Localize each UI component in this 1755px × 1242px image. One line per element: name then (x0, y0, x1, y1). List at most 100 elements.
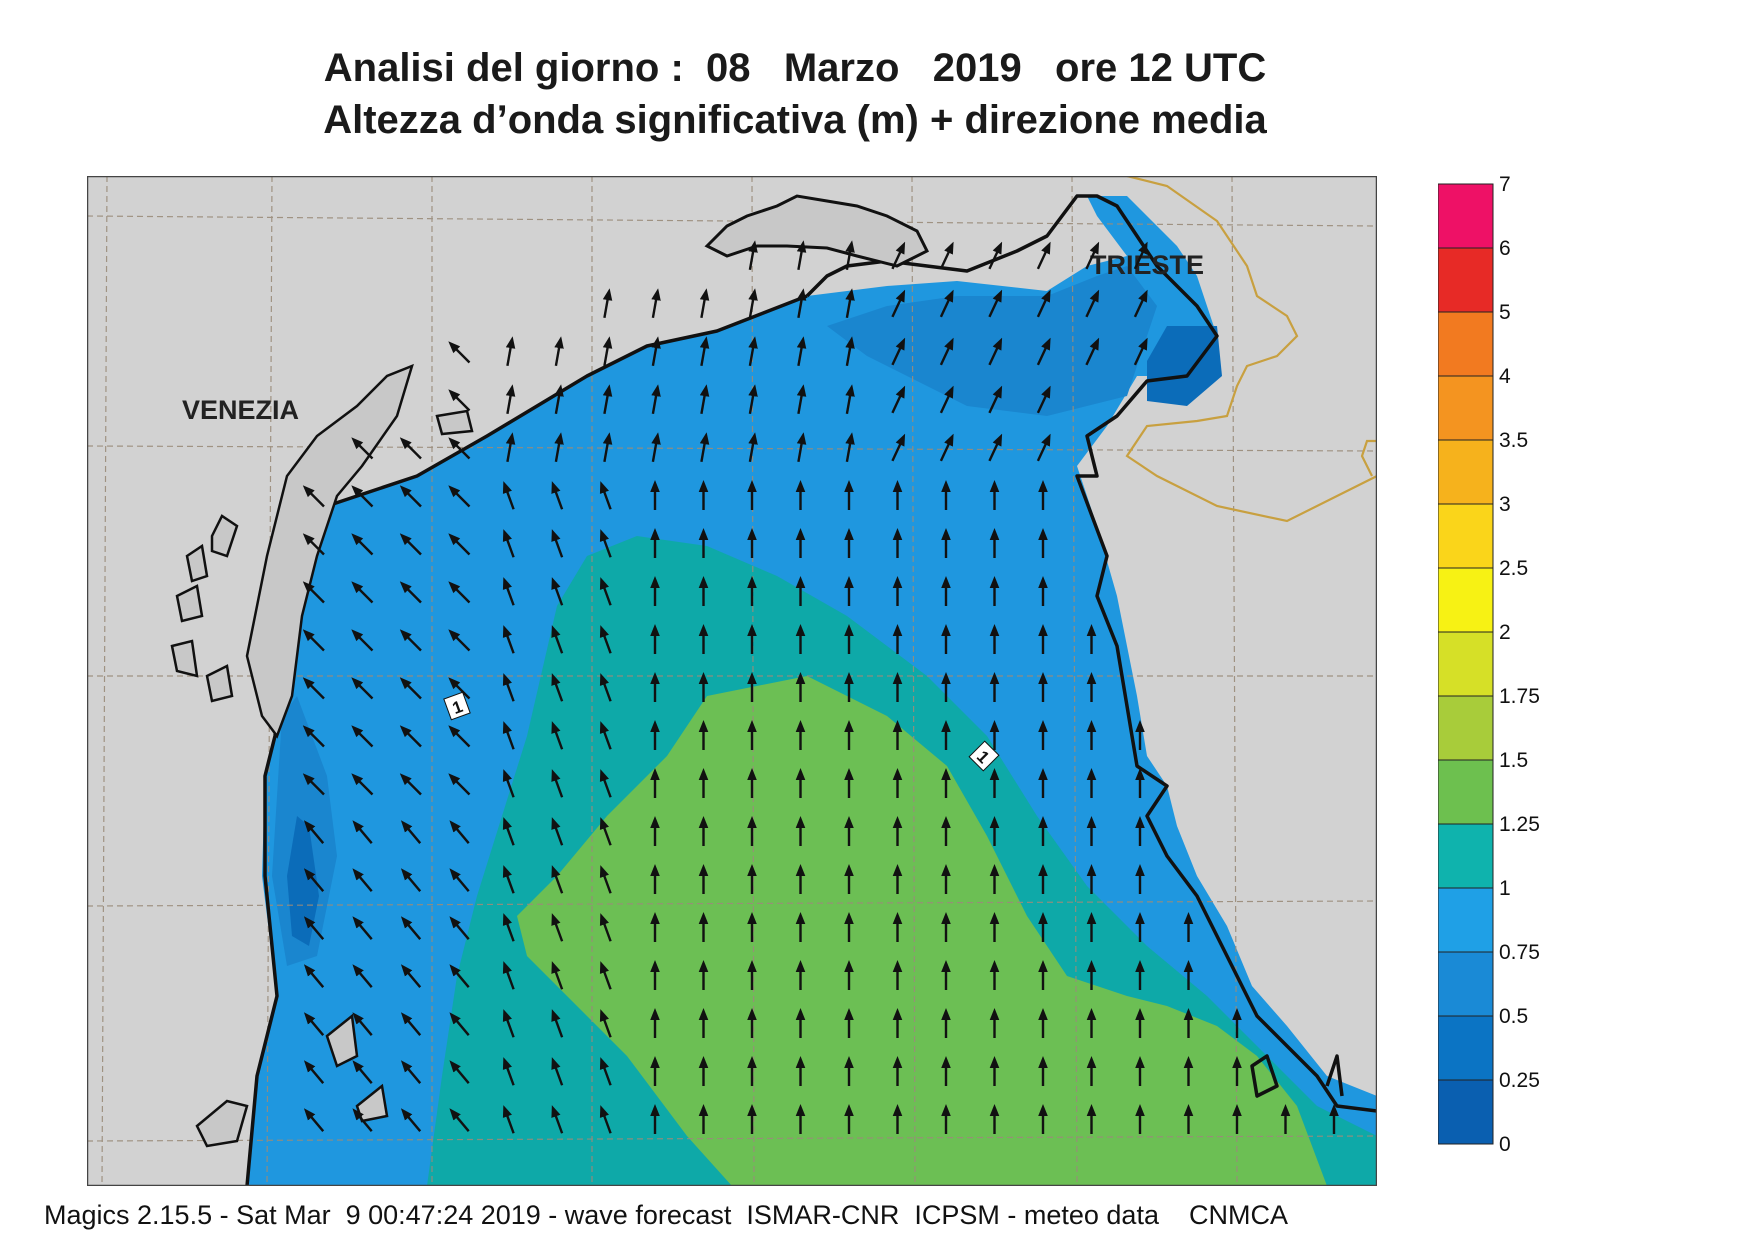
wave-direction-arrow (651, 288, 661, 319)
sea-band-0-25-west (287, 816, 319, 946)
wave-direction-arrow (303, 964, 325, 988)
wave-direction-arrow (351, 725, 374, 748)
wave-direction-arrow (303, 1012, 325, 1036)
wave-direction-arrows (302, 240, 1339, 1134)
wave-direction-arrow (400, 916, 422, 940)
wave-direction-arrow (599, 529, 612, 558)
wave-direction-arrow (351, 629, 374, 652)
wave-direction-arrow (1036, 241, 1051, 270)
wave-direction-arrow (939, 241, 954, 270)
wave-direction-arrow (303, 868, 325, 892)
sea-band-0-5 (827, 266, 1157, 416)
wave-direction-arrow (502, 865, 515, 894)
wave-direction-arrow (551, 721, 564, 750)
wave-direction-arrow (303, 1060, 325, 1084)
wave-direction-arrow (939, 385, 954, 414)
wave-direction-arrow (400, 964, 422, 988)
wave-direction-arrow (448, 533, 471, 556)
legend-swatch (1438, 1079, 1494, 1145)
wave-direction-arrow (352, 916, 373, 940)
wave-direction-arrow (845, 432, 855, 463)
wave-direction-arrow (1036, 337, 1051, 366)
wave-direction-arrow (449, 916, 470, 940)
wave-direction-arrow (599, 721, 612, 750)
wave-direction-arrow (1085, 289, 1100, 318)
wave-direction-arrow (651, 384, 661, 415)
wave-direction-arrow (699, 384, 710, 415)
wave-direction-arrow (796, 384, 807, 415)
wave-direction-arrow (551, 1105, 564, 1134)
wave-direction-arrow (303, 1108, 325, 1132)
wave-direction-arrow (302, 533, 325, 556)
wave-direction-arrow (988, 289, 1003, 318)
legend-label: 3 (1499, 493, 1511, 516)
wave-direction-arrow (551, 1057, 564, 1086)
wave-direction-arrow (502, 769, 515, 798)
wave-direction-arrow (551, 1009, 564, 1038)
wave-direction-arrow (796, 432, 807, 463)
color-scale-legend: 0 0.25 0.5 0.75 1 1.25 1.5 1.75 2 2.5 3 3.5 4 5 6 7 (1438, 176, 1540, 1156)
wave-direction-arrow (448, 389, 471, 412)
wave-direction-arrow (505, 384, 516, 415)
legend-label: 0.5 (1499, 1005, 1528, 1028)
wave-direction-arrow (302, 581, 325, 604)
wave-direction-arrow (399, 581, 422, 604)
legend-swatch (1438, 631, 1494, 697)
wave-direction-arrow (554, 432, 564, 463)
wave-direction-arrow (399, 485, 422, 508)
wave-direction-arrow (599, 865, 612, 894)
footer-credits: Magics 2.15.5 - Sat Mar 9 00:47:24 2019 … (44, 1200, 1288, 1230)
wave-direction-arrow (651, 432, 661, 463)
wave-direction-arrow (502, 1105, 515, 1134)
wave-direction-arrow (449, 1012, 470, 1036)
wave-height-map: 1 1 VENEZIA TRIESTE (87, 176, 1377, 1186)
wave-direction-arrow (551, 913, 564, 942)
wave-direction-arrow (352, 1060, 373, 1084)
wave-direction-arrow (449, 820, 470, 844)
wave-direction-arrow (448, 629, 471, 652)
legend-swatch (1438, 503, 1494, 569)
wave-direction-arrow (352, 868, 373, 892)
legend-label: 3.5 (1499, 429, 1528, 452)
wave-direction-arrow (1133, 289, 1148, 318)
wave-direction-arrow (988, 433, 1003, 462)
contour-label-1-west: 1 (443, 691, 471, 721)
wave-direction-arrow (502, 577, 515, 606)
wave-direction-arrow (551, 481, 564, 510)
wave-direction-arrow (599, 1057, 612, 1086)
wave-direction-arrow (796, 336, 807, 367)
wave-direction-arrow (891, 385, 906, 414)
lagoon-islands (170, 363, 474, 1148)
wave-direction-arrow (988, 241, 1003, 270)
legend-swatch (1438, 951, 1494, 1017)
wave-direction-arrow (448, 773, 471, 796)
legend-swatch (1438, 311, 1494, 377)
wave-direction-arrow (448, 725, 471, 748)
wave-direction-arrow (988, 385, 1003, 414)
legend-label: 7 (1499, 176, 1511, 196)
wave-direction-arrow (602, 288, 613, 319)
wave-direction-arrow (502, 721, 515, 750)
wave-direction-arrow (599, 673, 612, 702)
legend-label: 2.5 (1499, 557, 1528, 580)
wave-direction-arrow (845, 288, 855, 319)
wave-direction-arrow (599, 625, 612, 654)
legend-label: 0.25 (1499, 1069, 1540, 1092)
wave-direction-arrow (1085, 337, 1100, 366)
wave-direction-arrow (449, 964, 470, 988)
wave-direction-arrow (352, 1012, 373, 1036)
wave-direction-arrow (1085, 241, 1100, 270)
wave-direction-arrow (302, 629, 325, 652)
wave-direction-arrow (449, 1108, 470, 1132)
map-subtitle: Altezza d’onda significativa (m) + direz… (323, 98, 1267, 142)
wave-direction-arrow (891, 289, 906, 318)
wave-direction-arrow (891, 337, 906, 366)
wave-direction-arrow (599, 961, 612, 990)
wave-direction-arrow (599, 817, 612, 846)
wave-direction-arrow (699, 432, 710, 463)
wave-direction-arrow (302, 677, 325, 700)
legend-label: 6 (1499, 237, 1511, 260)
wave-direction-arrow (1133, 337, 1148, 366)
wave-direction-arrow (351, 581, 374, 604)
legend-swatch (1438, 759, 1494, 825)
